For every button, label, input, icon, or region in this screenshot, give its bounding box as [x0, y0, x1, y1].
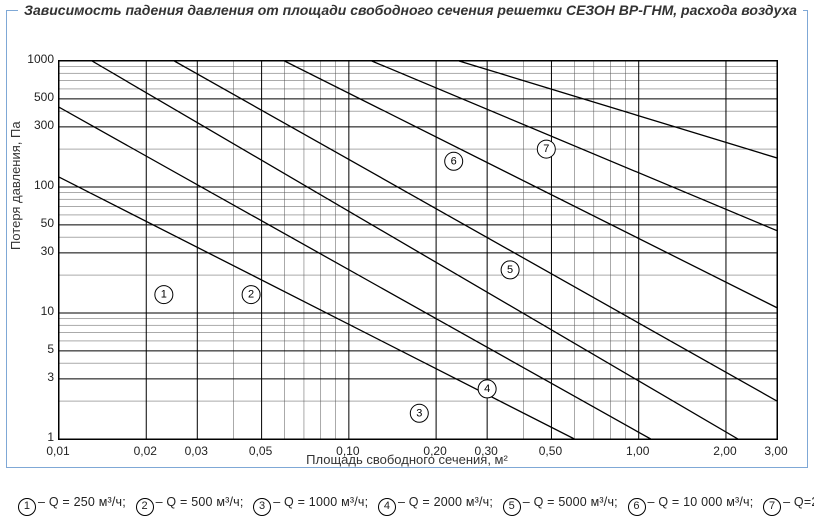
x-tick-label: 2,00 — [713, 444, 736, 458]
svg-text:6: 6 — [451, 155, 457, 167]
series-line-2 — [59, 107, 651, 439]
chart-frame: Зависимость падения давления от площади … — [0, 0, 814, 524]
x-axis-label: Площадь свободного сечения, м² — [0, 452, 814, 467]
y-tick-label: 30 — [20, 244, 54, 258]
y-tick-label: 300 — [20, 118, 54, 132]
legend-badge-2: 2 — [136, 498, 154, 516]
series-line-4 — [174, 61, 777, 401]
y-tick-label: 1000 — [20, 52, 54, 66]
series-line-5 — [285, 61, 777, 308]
y-tick-label: 50 — [20, 216, 54, 230]
svg-text:5: 5 — [507, 264, 513, 276]
chart-title: Зависимость падения давления от площади … — [18, 2, 803, 18]
series-badge-2: 2 — [242, 286, 260, 304]
series-badge-6: 6 — [445, 152, 463, 170]
legend-badge-3: 3 — [253, 498, 271, 516]
series-line-7 — [459, 61, 777, 158]
series-line-1 — [59, 177, 574, 439]
legend-badge-6: 6 — [628, 498, 646, 516]
legend-label-2: – Q = 500 м³/ч; — [156, 495, 248, 509]
x-tick-label: 3,00 — [764, 444, 787, 458]
legend-badge-4: 4 — [378, 498, 396, 516]
legend-label-5: – Q = 5000 м³/ч; — [523, 495, 622, 509]
svg-text:4: 4 — [484, 383, 490, 395]
legend-label-7: – Q=20000 м³/ч — [783, 495, 814, 509]
legend-badge-1: 1 — [18, 498, 36, 516]
x-tick-label: 0,01 — [46, 444, 69, 458]
svg-text:2: 2 — [248, 289, 254, 301]
legend-badge-5: 5 — [503, 498, 521, 516]
y-tick-label: 500 — [20, 90, 54, 104]
series-badge-1: 1 — [155, 286, 173, 304]
x-tick-label: 0,02 — [134, 444, 157, 458]
legend-badge-7: 7 — [763, 498, 781, 516]
y-tick-label: 3 — [20, 370, 54, 384]
series-badge-7: 7 — [537, 140, 555, 158]
x-tick-label: 0,05 — [249, 444, 272, 458]
y-tick-label: 5 — [20, 342, 54, 356]
svg-text:3: 3 — [416, 407, 422, 419]
plot-svg: 1 2 3 4 5 6 7 — [59, 61, 777, 439]
svg-text:7: 7 — [543, 143, 549, 155]
x-tick-label: 1,00 — [626, 444, 649, 458]
svg-text:1: 1 — [161, 289, 167, 301]
legend-label-6: – Q = 10 000 м³/ч; — [648, 495, 758, 509]
series-line-3 — [92, 61, 738, 439]
legend: 1– Q = 250 м³/ч; 2– Q = 500 м³/ч; 3– Q =… — [12, 495, 802, 516]
y-tick-label: 100 — [20, 178, 54, 192]
y-tick-label: 10 — [20, 304, 54, 318]
legend-label-3: – Q = 1000 м³/ч; — [273, 495, 372, 509]
legend-label-4: – Q = 2000 м³/ч; — [398, 495, 497, 509]
x-tick-label: 0,20 — [423, 444, 446, 458]
series-badge-5: 5 — [501, 261, 519, 279]
legend-label-1: – Q = 250 м³/ч; — [38, 495, 130, 509]
x-tick-label: 0,03 — [185, 444, 208, 458]
y-tick-label: 1 — [20, 430, 54, 444]
series-badge-4: 4 — [478, 380, 496, 398]
x-tick-label: 0,30 — [474, 444, 497, 458]
x-tick-label: 0,50 — [539, 444, 562, 458]
x-tick-label: 0,10 — [336, 444, 359, 458]
series-badge-3: 3 — [410, 404, 428, 422]
plot-area: 1 2 3 4 5 6 7 — [58, 60, 778, 440]
